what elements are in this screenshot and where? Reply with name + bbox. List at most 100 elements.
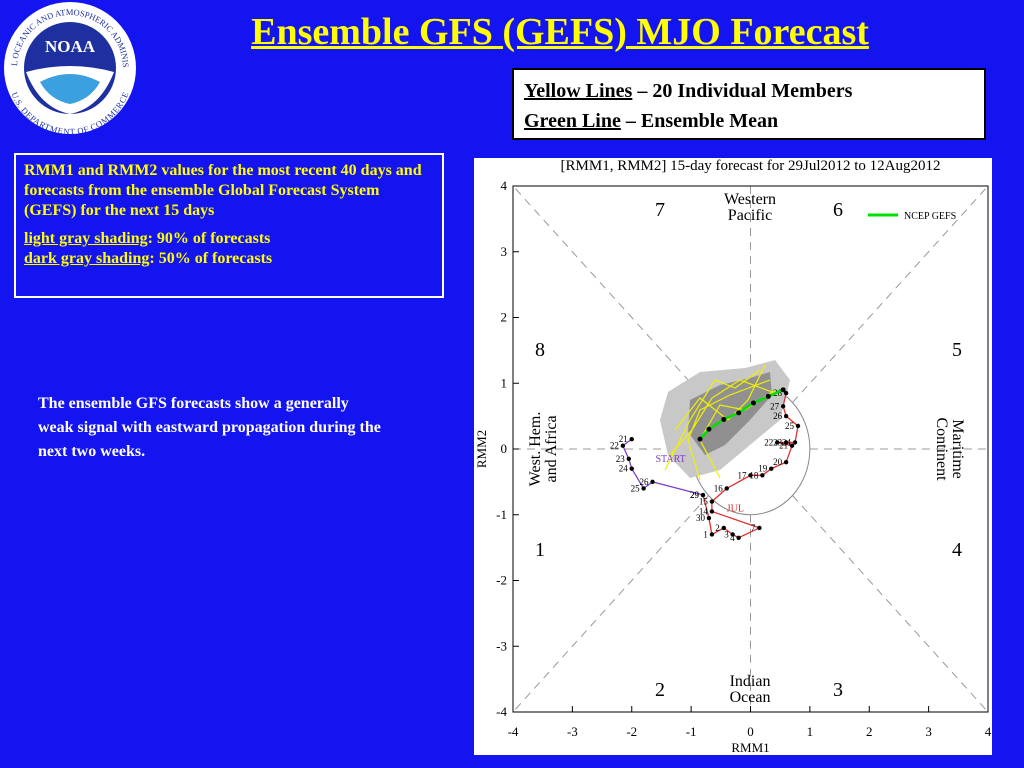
x-tick-label: 4 xyxy=(985,724,992,739)
mean-point xyxy=(765,393,771,399)
legend-key: Yellow Lines xyxy=(524,80,633,102)
member-line xyxy=(669,379,781,456)
day-label: 26 xyxy=(640,477,650,487)
legend-line: Green Line – Ensemble Mean xyxy=(524,106,974,136)
day-label: 19 xyxy=(758,464,768,474)
y-tick-label: 2 xyxy=(501,310,508,325)
observed-point xyxy=(795,423,801,429)
observed-point xyxy=(700,492,706,498)
day-label: 24 xyxy=(782,437,792,447)
day-label: 26 xyxy=(773,411,783,421)
x-tick-label: -1 xyxy=(686,724,697,739)
day-label: 24 xyxy=(619,464,629,474)
day-label: 22 xyxy=(764,437,773,447)
noaa-logo: NOAA NATIONAL OCEANIC AND ATMOSPHERIC AD… xyxy=(0,0,136,136)
legend-text: – Ensemble Mean xyxy=(620,110,779,132)
legend-line: Yellow Lines – 20 Individual Members xyxy=(524,76,974,106)
day-label: 29 xyxy=(690,490,700,500)
day-label: 25 xyxy=(785,421,795,431)
slide-title: Ensemble GFS (GEFS) MJO Forecast xyxy=(251,11,869,53)
observed-point xyxy=(730,532,735,537)
x-tick-label: 1 xyxy=(807,724,814,739)
observed-point xyxy=(629,466,634,471)
annotation: JUL xyxy=(727,503,744,514)
x-tick-label: 3 xyxy=(925,724,932,739)
day-label: 29 xyxy=(690,490,700,500)
shading-text: : 50% of forecasts xyxy=(149,250,273,267)
day-label: 23 xyxy=(773,437,783,447)
observed-point xyxy=(748,473,753,478)
shading-line: light gray shading: 90% of forecasts xyxy=(24,229,434,249)
observed-point xyxy=(783,413,789,419)
observed-point xyxy=(706,515,712,521)
phase-number: 7 xyxy=(655,199,665,221)
body-text: The ensemble GFS forecasts show a genera… xyxy=(38,395,381,460)
member-line xyxy=(674,364,766,431)
y-tick-label: 1 xyxy=(501,375,508,390)
observed-point xyxy=(760,473,765,478)
observed-point xyxy=(780,404,786,409)
region-label: Indian xyxy=(730,673,771,690)
phase-number: 5 xyxy=(952,339,962,361)
y-tick-label: 4 xyxy=(501,178,508,193)
observed-point xyxy=(650,479,655,485)
member-line xyxy=(687,379,771,481)
legend-key: Green Line xyxy=(524,110,621,132)
day-label: 16 xyxy=(714,483,724,493)
y-tick-label: 0 xyxy=(501,441,508,456)
x-tick-label: 2 xyxy=(866,724,873,739)
mean-point xyxy=(750,400,756,406)
region-label: Ocean xyxy=(730,689,771,706)
x-axis-label: RMM1 xyxy=(731,740,769,755)
observed-point xyxy=(769,466,774,471)
observed-point xyxy=(641,486,646,491)
observed-point xyxy=(626,456,631,462)
observed-point xyxy=(783,440,789,445)
chart-title: [RMM1, RMM2] 15-day forecast for 29Jul20… xyxy=(561,158,941,174)
observed-point xyxy=(709,532,715,537)
x-tick-label: -2 xyxy=(626,724,637,739)
phase-number: 1 xyxy=(535,539,545,561)
day-label: 27 xyxy=(770,401,780,411)
y-tick-label: -4 xyxy=(496,704,507,719)
legend-label: NCEP GEFS xyxy=(904,211,956,222)
mean-point xyxy=(721,416,727,422)
mean-point xyxy=(780,387,786,393)
day-label: 18 xyxy=(749,470,759,480)
phase-number: 3 xyxy=(833,679,843,701)
phase-divider xyxy=(792,185,989,403)
annotation: START xyxy=(656,454,686,465)
observed-point xyxy=(783,390,789,396)
phase-number: 8 xyxy=(535,339,545,361)
info-box: RMM1 and RMM2 values for the most recent… xyxy=(14,153,444,298)
day-label: 23 xyxy=(616,454,626,464)
region-label: West. Hem. xyxy=(527,412,544,487)
y-tick-label: -1 xyxy=(496,507,507,522)
observed-point xyxy=(757,525,762,531)
day-label: 1 xyxy=(703,529,708,539)
phase-number: 2 xyxy=(655,679,665,701)
region-label: Pacific xyxy=(728,207,772,224)
day-label: 30 xyxy=(696,513,706,523)
x-tick-label: -3 xyxy=(567,724,578,739)
day-label: 21 xyxy=(619,434,628,444)
observed-point xyxy=(736,535,741,540)
observed-point xyxy=(709,509,715,514)
observed-point xyxy=(620,443,626,448)
region-label: and Africa xyxy=(543,415,560,482)
mean-point xyxy=(697,436,703,442)
observed-point xyxy=(775,440,780,445)
day-label: 20 xyxy=(773,457,783,467)
phase-number: 4 xyxy=(952,539,962,561)
observed-point xyxy=(783,459,789,465)
mean-point xyxy=(706,426,712,432)
region-label: Continent xyxy=(933,417,950,481)
observed-point xyxy=(709,499,715,504)
day-label: 2 xyxy=(715,523,720,533)
day-label: 14 xyxy=(699,506,709,516)
legend-text: – 20 Individual Members xyxy=(632,80,853,102)
phase-divider xyxy=(512,185,709,403)
x-tick-label: -4 xyxy=(508,724,519,739)
